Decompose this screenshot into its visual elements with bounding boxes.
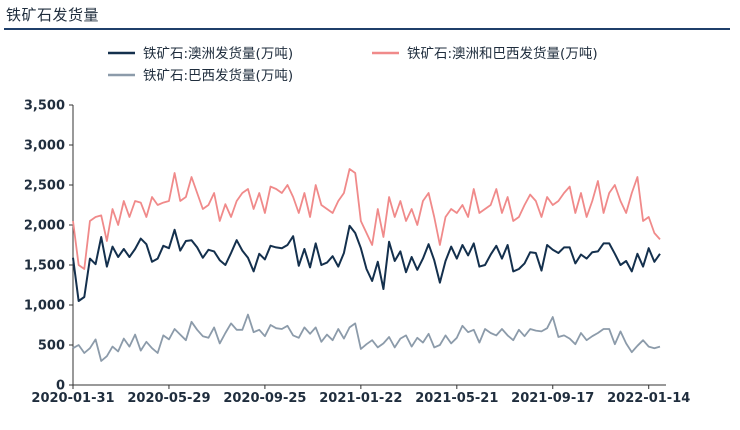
y-tick-label: 1,500 (24, 259, 65, 274)
legend-label-0: 铁矿石:澳洲发货量(万吨) (143, 45, 293, 62)
y-tick-label: 2,500 (24, 179, 65, 194)
series-layer (72, 168, 661, 362)
x-tick-label: 2021-01-22 (319, 391, 402, 406)
y-tick-label: 500 (38, 339, 65, 354)
chart-title: 铁矿石发货量 (6, 6, 100, 24)
y-tick-label: 2,000 (24, 219, 65, 234)
legend-label-2: 铁矿石:巴西发货量(万吨) (143, 67, 293, 84)
series-line-0 (72, 224, 661, 302)
y-tick-label: 3,500 (24, 99, 65, 114)
x-tick-label: 2020-01-31 (31, 391, 114, 406)
legend: 铁矿石:澳洲发货量(万吨) 铁矿石:澳洲和巴西发货量(万吨) 铁矿石:巴西发货量(万… (108, 45, 598, 84)
x-tick-label: 2020-09-25 (223, 391, 306, 406)
legend-label-1: 铁矿石:澳洲和巴西发货量(万吨) (407, 45, 598, 62)
title-rule (4, 28, 730, 30)
x-tick-label: 2021-09-17 (511, 391, 594, 406)
axes: 0 500 1,000 1,500 2,000 2,500 3,000 3,500 2020-0… (24, 99, 690, 407)
y-tick-label: 1,000 (24, 299, 65, 314)
series-line-1 (72, 168, 661, 270)
x-tick-label: 2020-05-29 (127, 391, 210, 406)
x-tick-label: 2021-05-21 (415, 391, 498, 406)
y-tick-label: 3,000 (24, 139, 65, 154)
y-tick-label: 0 (56, 379, 65, 394)
x-tick-label: 2022-01-14 (607, 391, 690, 406)
series-line-2 (72, 313, 661, 362)
